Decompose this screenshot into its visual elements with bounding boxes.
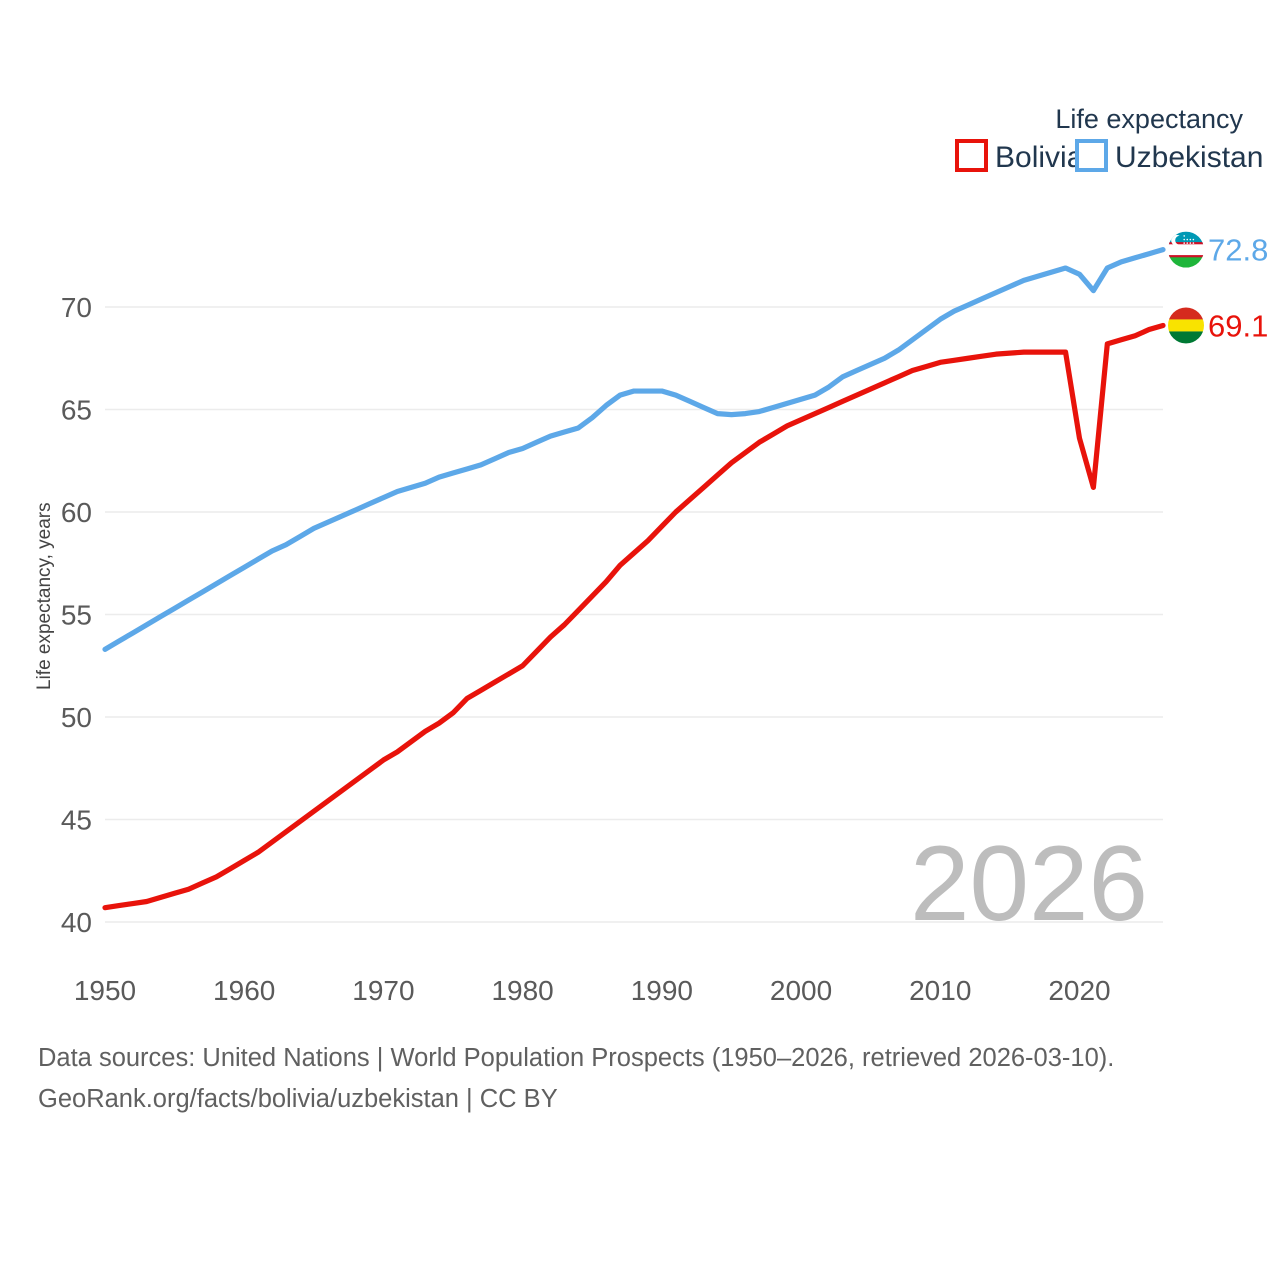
series-line-uzbekistan — [102, 247, 1166, 652]
legend-swatch-uzbekistan — [1075, 139, 1108, 172]
flag-uzbekistan-circle-icon — [1168, 231, 1204, 268]
x-tick-2000: 2000 — [770, 975, 832, 1006]
end-labels: 72.8 69.1 — [1168, 231, 1268, 344]
x-tick-1990: 1990 — [631, 975, 693, 1006]
legend-swatch-bolivia — [955, 139, 988, 172]
y-tick-45: 45 — [61, 805, 92, 836]
legend-label-bolivia: Bolivia — [995, 141, 1084, 174]
x-tick-1970: 1970 — [352, 975, 414, 1006]
year-watermark: 2026 — [910, 823, 1148, 943]
legend-item-uzbekistan[interactable]: Uzbekistan — [1075, 139, 1263, 174]
legend-title: Life expectancy — [1055, 104, 1243, 134]
gridlines — [105, 306, 1163, 923]
x-tick-1980: 1980 — [491, 975, 553, 1006]
y-axis-tick-labels: 40 45 50 55 60 65 70 — [61, 292, 92, 938]
legend-label-uzbekistan: Uzbekistan — [1115, 141, 1263, 174]
y-axis-title: Life expectancy, years — [34, 502, 55, 690]
x-tick-2010: 2010 — [909, 975, 971, 1006]
y-tick-70: 70 — [61, 292, 92, 323]
legend-item-bolivia[interactable]: Bolivia — [955, 139, 1084, 174]
x-axis-tick-labels: 1950 1960 1970 1980 1990 2000 2010 2020 — [74, 975, 1111, 1006]
series-line-bolivia — [102, 322, 1166, 911]
y-tick-65: 65 — [61, 395, 92, 426]
end-label-value-uzbekistan: 72.8 — [1208, 233, 1268, 268]
x-tick-1960: 1960 — [213, 975, 275, 1006]
flag-bolivia-circle-icon — [1168, 307, 1204, 344]
y-tick-40: 40 — [61, 907, 92, 938]
y-tick-50: 50 — [61, 702, 92, 733]
end-label-value-bolivia: 69.1 — [1208, 308, 1268, 343]
x-tick-2020: 2020 — [1048, 975, 1110, 1006]
legend: Life expectancy Bolivia Uzbekistan — [955, 104, 1263, 174]
y-tick-55: 55 — [61, 600, 92, 631]
y-tick-60: 60 — [61, 497, 92, 528]
footer-sources: Data sources: United Nations | World Pop… — [38, 1044, 1115, 1113]
x-tick-1950: 1950 — [74, 975, 136, 1006]
series-lines — [102, 247, 1166, 911]
